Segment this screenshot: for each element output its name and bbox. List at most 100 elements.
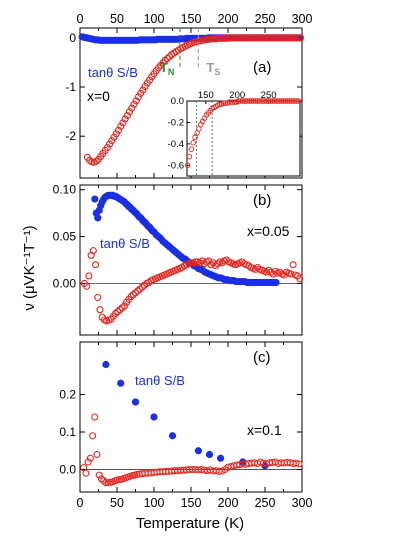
data-point: [245, 34, 254, 42]
y-tick-label: 0.0: [59, 463, 76, 477]
inset-data-point: [222, 100, 229, 106]
data-point: [261, 34, 269, 42]
data-point: [279, 34, 287, 42]
inset-data-point: [256, 98, 262, 104]
data-point: [96, 306, 104, 314]
data-point: [114, 126, 123, 134]
inset-x-tick-label: 250: [261, 90, 277, 101]
inset-data-point: [292, 98, 298, 104]
data-point: [295, 460, 303, 468]
data-point: [100, 477, 108, 485]
inset-data-point: [284, 98, 291, 104]
composition-label: x=0: [87, 88, 110, 104]
y-tick-label: 0.05: [53, 230, 77, 244]
inset-data-point: [252, 98, 259, 104]
top-x-tick-label: 100: [144, 12, 165, 26]
data-point: [120, 302, 128, 310]
inset-data-point: [265, 98, 272, 104]
top-x-tick-label: 300: [292, 12, 313, 26]
series-nu: [80, 247, 304, 325]
data-point: [118, 304, 126, 312]
inset-data-point: [267, 98, 274, 104]
data-point: [111, 309, 120, 317]
data-point: [265, 266, 273, 274]
inset-data-point: [260, 98, 266, 104]
inset-data-point: [271, 98, 278, 104]
data-point: [237, 34, 245, 42]
inset-data-point: [286, 98, 293, 104]
data-point: [92, 157, 100, 165]
data-point: [83, 282, 91, 290]
data-point: [285, 34, 293, 42]
data-point: [248, 34, 256, 42]
panel-label: (b): [253, 192, 271, 209]
inset-data-point: [273, 98, 279, 104]
data-point: [219, 34, 227, 42]
y-tick-label: -2: [65, 129, 76, 143]
panel-b: 0.00 0.05 0.10 tanθ S/B x=0.05 (b): [53, 183, 304, 336]
inset-data-point: [280, 98, 287, 104]
data-point: [254, 34, 262, 42]
data-point: [234, 34, 242, 42]
series-tan-theta: [91, 191, 280, 287]
data-point: [102, 360, 110, 369]
inset-y-tick-label: -0.6: [168, 160, 184, 171]
data-point: [94, 293, 102, 302]
data-point: [205, 450, 214, 459]
data-point: [241, 34, 249, 42]
inset-data-point: [275, 98, 281, 104]
inset-data-point: [235, 98, 242, 104]
inset-data-point: [220, 100, 227, 106]
data-point: [252, 34, 260, 42]
transition-label: TN: [160, 60, 174, 77]
data-point: [257, 34, 265, 42]
data-point: [289, 261, 297, 269]
data-point: [263, 34, 271, 42]
data-point: [187, 259, 195, 267]
data-point: [276, 34, 285, 42]
data-point: [129, 291, 137, 299]
data-point: [128, 104, 136, 112]
data-point: [268, 34, 276, 42]
inset-data-point: [216, 101, 223, 107]
data-point: [207, 261, 215, 269]
inset-data-point: [188, 146, 195, 152]
transition-label-sub: S: [214, 67, 220, 77]
data-point: [132, 97, 140, 105]
top-x-tick-label: 200: [218, 12, 239, 26]
data-point: [250, 34, 258, 42]
data-point: [296, 34, 305, 42]
data-point: [294, 34, 302, 42]
panel-a: -2 -1 0 TN TS tanθ S/B x=0 (a) 150 200 250 0.0 -0.2 -…: [65, 27, 305, 179]
y-tick-label: 0: [69, 31, 76, 45]
data-point: [290, 34, 298, 42]
series-nu: [80, 413, 303, 487]
data-point: [131, 398, 140, 406]
data-point: [136, 285, 144, 293]
data-point: [272, 278, 280, 287]
bottom-x-tick-label: 150: [181, 496, 202, 510]
data-point: [262, 268, 271, 276]
inset-data-point: [237, 98, 244, 104]
data-point: [97, 475, 106, 483]
data-point: [265, 34, 273, 42]
y-axis-label: ν (μVK⁻¹T⁻¹): [21, 225, 38, 310]
data-point: [288, 34, 296, 42]
bottom-x-tick-label: 50: [110, 496, 124, 510]
composition-label: x=0.1: [247, 422, 282, 438]
inset-data-point: [269, 98, 276, 104]
inset-data-point: [250, 98, 257, 104]
data-point: [127, 293, 135, 301]
inset-data-point: [258, 98, 264, 104]
data-point: [281, 34, 289, 42]
top-x-tick-label: 0: [77, 12, 84, 26]
data-point: [191, 258, 199, 266]
data-point: [123, 111, 131, 120]
data-point: [196, 259, 204, 267]
data-point: [91, 261, 100, 269]
data-point: [274, 34, 282, 42]
data-point: [210, 35, 218, 43]
data-point: [272, 34, 280, 42]
inset-data-point: [245, 98, 251, 104]
data-point: [230, 34, 238, 42]
